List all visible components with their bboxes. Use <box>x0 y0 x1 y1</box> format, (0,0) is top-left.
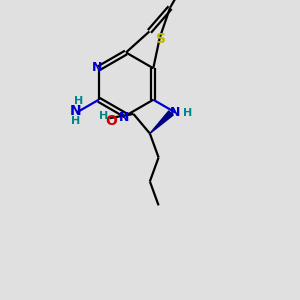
Text: N: N <box>119 111 129 124</box>
Polygon shape <box>150 111 173 134</box>
Text: H: H <box>99 111 108 121</box>
Text: N: N <box>169 106 180 119</box>
Text: H: H <box>70 116 80 127</box>
Text: H: H <box>183 108 193 118</box>
Text: N: N <box>69 104 81 118</box>
Text: O: O <box>106 113 118 128</box>
Text: H: H <box>74 96 83 106</box>
Text: N: N <box>92 61 102 74</box>
Text: S: S <box>156 32 166 46</box>
